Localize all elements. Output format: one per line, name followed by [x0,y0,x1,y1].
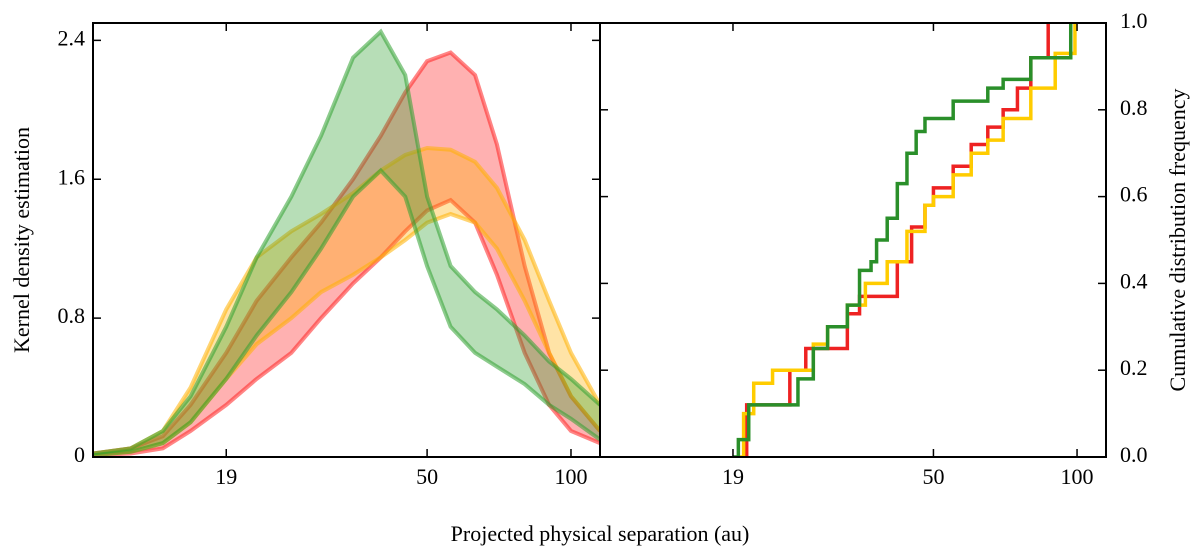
y-tick-label: 0.4 [1120,268,1148,293]
x-tick-label: 100 [1061,464,1094,489]
cdf-step [732,23,1073,457]
y-tick-label: 0.6 [1120,182,1148,207]
y-axis-label: Cumulative distribution frequency [1165,88,1190,391]
y-tick-label: 2.4 [58,25,86,50]
x-tick-label: 50 [922,464,944,489]
y-tick-label: 1.6 [58,164,86,189]
cdf-step [738,23,1077,457]
plot-area [93,28,600,457]
x-tick-label: 50 [416,464,438,489]
band-edge [93,167,600,457]
x-tick-label: 19 [722,464,744,489]
frame [599,22,1107,458]
band-fill [93,52,600,456]
y-tick-label: 1.0 [1120,8,1148,33]
band-edge [93,50,600,456]
y-tick-label: 0.8 [58,303,86,328]
plot-area [732,23,1077,457]
band-fill [93,147,600,456]
y-tick-label: 0.0 [1120,442,1148,467]
y-axis-label: Kernel density estimation [9,127,34,353]
x-tick-label: 100 [554,464,587,489]
y-tick-label: 0 [74,442,85,467]
y-tick-label: 0.8 [1120,95,1148,120]
y-tick-label: 0.2 [1120,355,1148,380]
band-edge [93,28,600,456]
x-tick-label: 19 [215,464,237,489]
x-axis-label: Projected physical separation (au) [451,521,750,546]
